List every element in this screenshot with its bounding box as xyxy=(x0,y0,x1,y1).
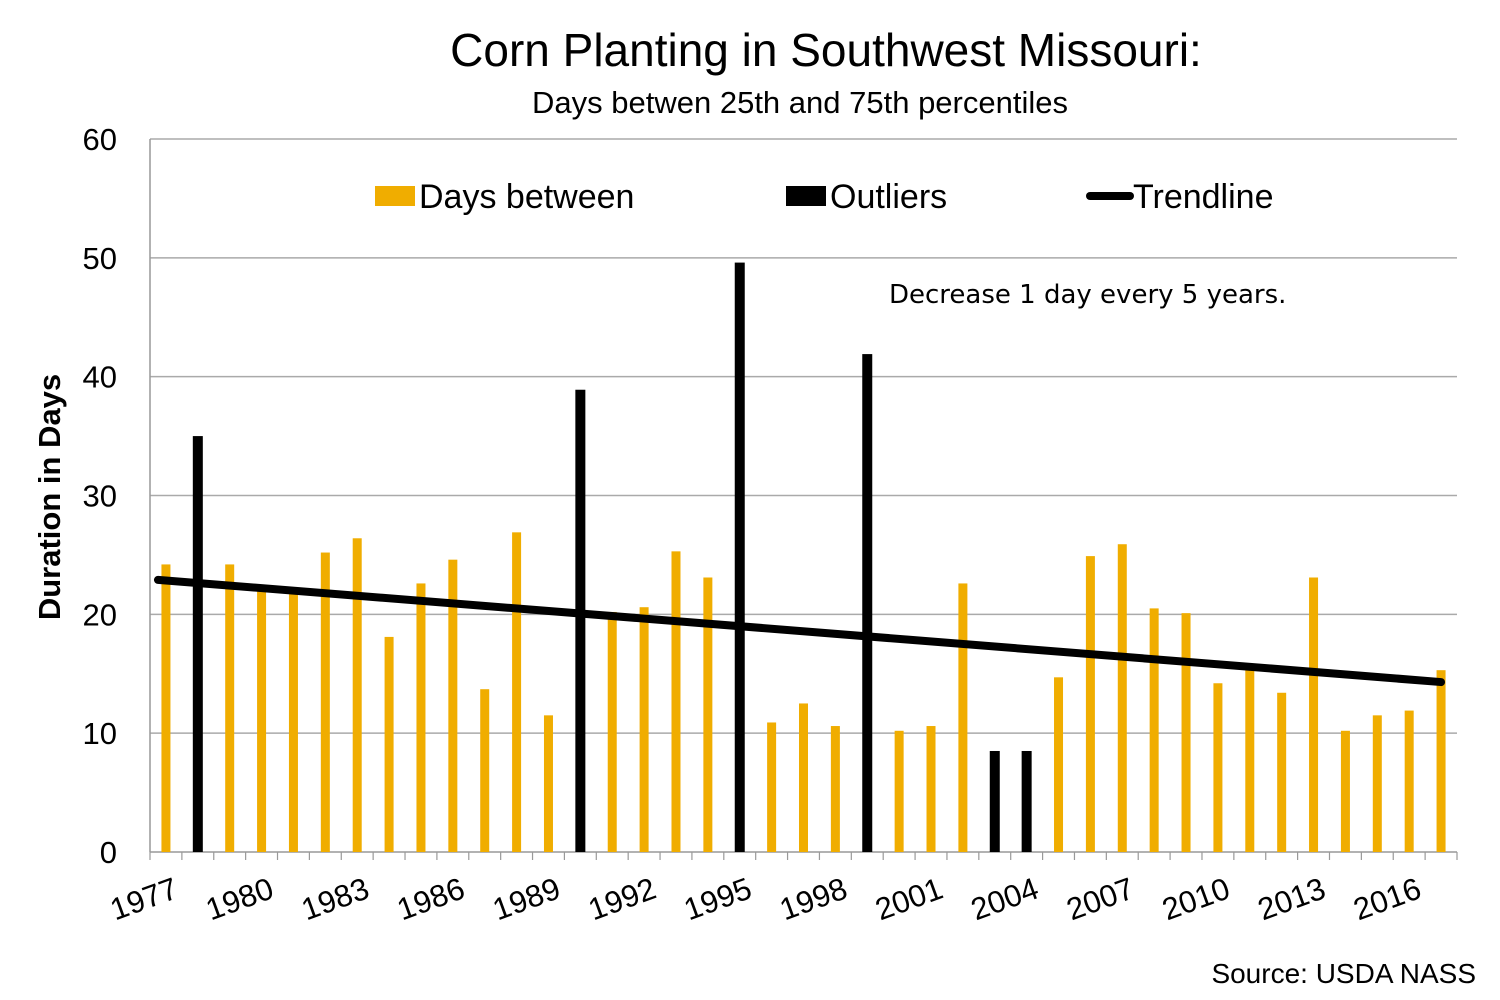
bar-days-between xyxy=(1277,692,1287,852)
y-axis-label: Duration in Days xyxy=(32,374,67,620)
y-tick-label: 30 xyxy=(83,479,117,514)
x-tick-label: 2001 xyxy=(871,871,948,927)
bar-days-between xyxy=(1213,683,1223,852)
y-tick-label: 60 xyxy=(83,122,117,157)
bar-days-between xyxy=(543,715,553,852)
trendline-group xyxy=(153,575,1446,687)
x-tick-label: 1983 xyxy=(297,871,374,927)
chart-subtitle: Days betwen 25th and 75th percentiles xyxy=(532,85,1068,120)
bars xyxy=(161,262,1446,852)
bar-days-between xyxy=(384,636,394,852)
bar-days-between xyxy=(926,726,936,852)
y-tick-label: 40 xyxy=(83,360,117,395)
bar-days-between xyxy=(767,722,777,852)
legend: Days between Outliers Trendline xyxy=(375,178,1273,216)
bar-days-between xyxy=(671,551,681,852)
chart-title: Corn Planting in Southwest Missouri: xyxy=(450,24,1202,76)
x-tick-label: 1992 xyxy=(584,871,661,927)
bar-days-between xyxy=(257,590,267,852)
annotation-decrease: Decrease 1 day every 5 years. xyxy=(889,280,1286,310)
x-tick-label: 2007 xyxy=(1062,871,1139,927)
bar-outlier xyxy=(989,750,1000,852)
bar-days-between xyxy=(288,594,298,852)
legend-label-outliers: Outliers xyxy=(830,178,947,216)
bar-outlier xyxy=(734,262,745,852)
bar-days-between xyxy=(799,703,808,852)
x-tick-label: 1986 xyxy=(392,871,469,927)
x-tick-label: 1995 xyxy=(679,871,756,927)
x-tick-label: 2013 xyxy=(1253,871,1330,927)
bar-days-between xyxy=(320,552,330,852)
bar-days-between xyxy=(1436,670,1446,852)
bar-days-between xyxy=(1340,730,1350,852)
bar-days-between xyxy=(639,607,649,852)
bar-days-between xyxy=(1085,556,1095,852)
bar-days-between xyxy=(1054,677,1064,852)
x-tick-label: 1989 xyxy=(488,871,565,927)
bar-days-between xyxy=(1149,608,1159,852)
source-note: Source: USDA NASS xyxy=(1211,958,1476,989)
bar-days-between xyxy=(1245,670,1255,852)
legend-swatch-days-between xyxy=(375,186,415,206)
bar-days-between xyxy=(1181,613,1191,852)
bar-days-between xyxy=(1117,544,1127,852)
bar-days-between xyxy=(1404,710,1414,852)
bar-days-between xyxy=(512,532,522,852)
x-tick-label: 2004 xyxy=(966,871,1043,927)
bar-days-between xyxy=(703,577,713,852)
legend-swatch-outliers xyxy=(786,186,826,206)
bar-days-between xyxy=(830,726,840,852)
y-tick-label: 0 xyxy=(100,835,117,870)
bar-outlier xyxy=(192,436,203,852)
x-tick-label: 1977 xyxy=(106,871,183,927)
bar-days-between xyxy=(480,689,490,852)
legend-label-trendline: Trendline xyxy=(1133,178,1273,216)
bar-days-between xyxy=(958,583,968,852)
bar-days-between xyxy=(448,559,458,852)
y-axis-ticks: 0 10 20 30 40 50 60 xyxy=(83,122,117,870)
x-axis-ticks: 1977 1980 1983 1986 1989 1992 1995 1998 2001 2004… xyxy=(106,852,1458,927)
x-tick-label: 2016 xyxy=(1349,871,1426,927)
x-tick-label: 1980 xyxy=(201,871,278,927)
bar-days-between xyxy=(894,730,904,852)
bar-days-between xyxy=(352,538,362,852)
trendline xyxy=(153,575,1446,687)
bar-days-between xyxy=(161,564,171,852)
x-tick-label: 1998 xyxy=(775,871,852,927)
bar-days-between xyxy=(225,564,235,852)
y-tick-label: 10 xyxy=(83,716,117,751)
gridlines xyxy=(149,138,1457,853)
bar-days-between xyxy=(1309,577,1319,852)
y-tick-label: 50 xyxy=(83,241,117,276)
bar-outlier xyxy=(1021,750,1032,852)
x-tick-label: 2010 xyxy=(1158,871,1235,927)
bar-outlier xyxy=(862,354,873,852)
legend-label-days-between: Days between xyxy=(419,178,634,216)
y-tick-label: 20 xyxy=(83,597,117,632)
bar-days-between xyxy=(607,611,617,852)
bar-days-between xyxy=(1372,715,1382,852)
bar-days-between xyxy=(416,583,426,852)
bar-outlier xyxy=(575,389,586,852)
